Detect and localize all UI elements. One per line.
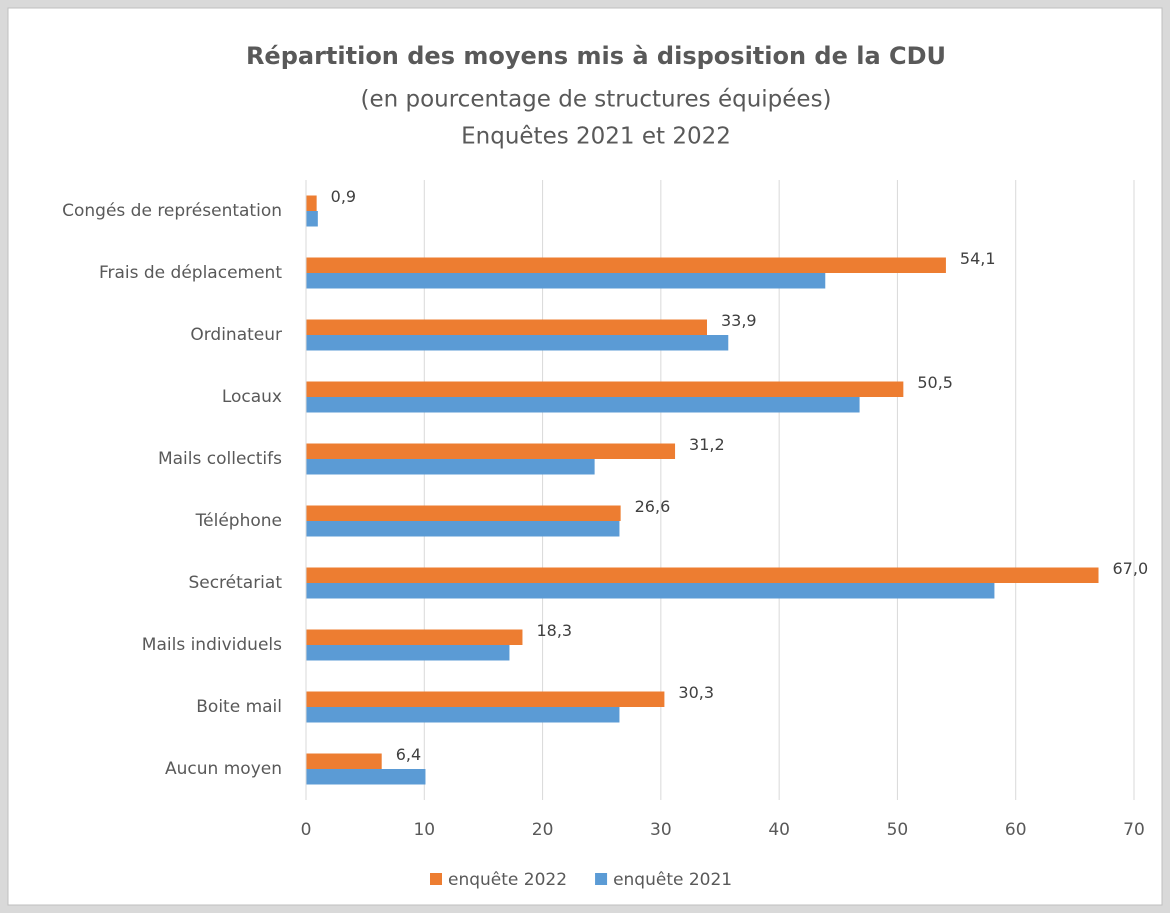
value-label: 18,3 [536, 621, 572, 640]
y-tick-label: Frais de déplacement [99, 263, 282, 283]
x-tick-label: 40 [768, 820, 790, 840]
x-tick-label: 30 [650, 820, 672, 840]
y-tick-label: Mails collectifs [158, 449, 282, 469]
x-tick-label: 70 [1123, 820, 1145, 840]
value-label: 33,9 [721, 311, 757, 330]
bar [306, 753, 382, 769]
y-tick-label: Boite mail [196, 697, 282, 717]
bar [306, 691, 665, 707]
value-label: 67,0 [1113, 559, 1149, 578]
bar [306, 335, 729, 351]
chart-subtitle: (en pourcentage de structures équipées) [360, 87, 831, 113]
bar [306, 273, 826, 289]
bar [306, 707, 620, 723]
y-tick-label: Congés de représentation [62, 201, 282, 221]
y-tick-label: Mails individuels [142, 635, 282, 655]
bar [306, 769, 426, 785]
value-label: 6,4 [396, 745, 421, 764]
x-tick-label: 20 [532, 820, 554, 840]
bar [306, 567, 1099, 583]
legend-label: enquête 2021 [613, 870, 732, 890]
x-tick-label: 10 [413, 820, 435, 840]
x-tick-label: 0 [301, 820, 312, 840]
x-tick-label: 60 [1005, 820, 1027, 840]
bar [306, 583, 995, 599]
bar [306, 505, 621, 521]
bar [306, 257, 946, 273]
bar [306, 629, 523, 645]
bar [306, 459, 595, 475]
value-label: 0,9 [331, 187, 356, 206]
bar [306, 195, 317, 211]
bar [306, 443, 676, 459]
y-tick-label: Locaux [222, 387, 282, 407]
value-label: 50,5 [917, 373, 953, 392]
y-tick-label: Secrétariat [188, 573, 282, 593]
y-tick-label: Téléphone [195, 511, 282, 531]
bar [306, 397, 860, 413]
value-label: 30,3 [678, 683, 714, 702]
x-tick-label: 50 [887, 820, 909, 840]
bar [306, 381, 904, 397]
bar [306, 211, 318, 227]
legend-swatch [430, 873, 442, 885]
value-label: 31,2 [689, 435, 725, 454]
bar [306, 319, 707, 335]
value-label: 26,6 [635, 497, 671, 516]
bar [306, 521, 620, 537]
bar [306, 645, 510, 661]
chart-title: Répartition des moyens mis à disposition… [246, 42, 946, 70]
legend-swatch [595, 873, 608, 885]
legend-label: enquête 2022 [448, 870, 567, 890]
value-label: 54,1 [960, 249, 996, 268]
y-tick-label: Ordinateur [190, 325, 282, 345]
y-tick-label: Aucun moyen [165, 759, 282, 779]
chart-subtitle: Enquêtes 2021 et 2022 [461, 124, 731, 150]
